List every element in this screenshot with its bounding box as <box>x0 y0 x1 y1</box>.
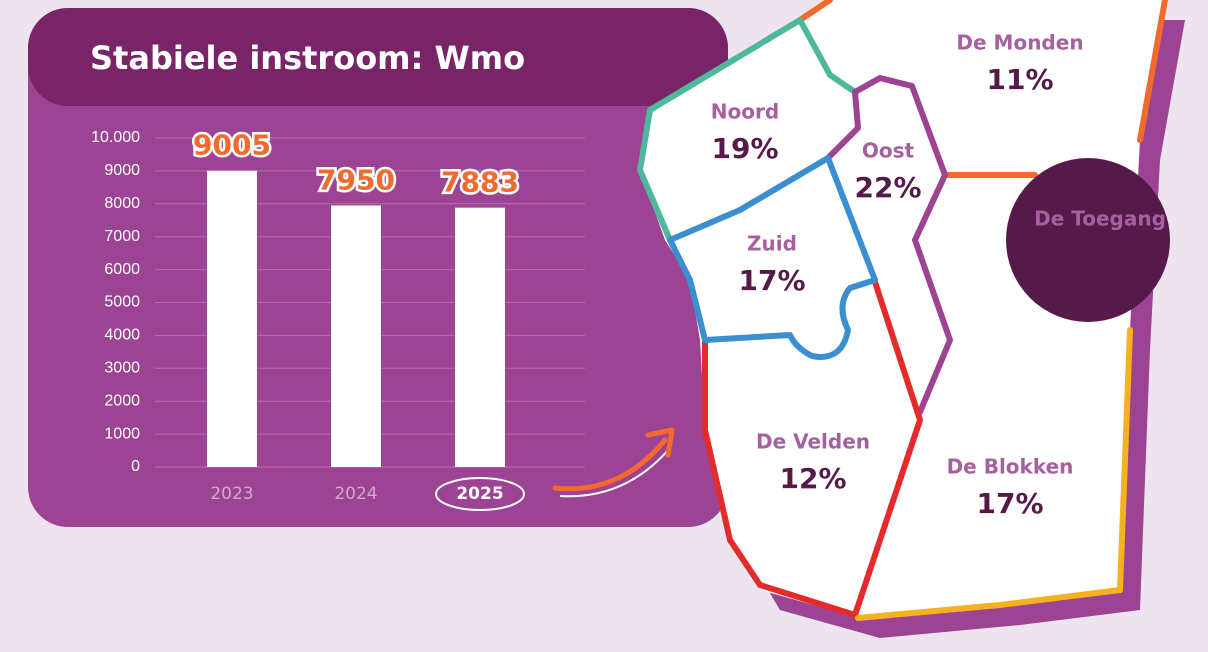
x-tick-label: 2024 <box>334 484 377 504</box>
y-tick-label: 10.000 <box>91 129 140 146</box>
region-name: De Toegang <box>1034 207 1166 231</box>
y-tick-label: 3000 <box>104 360 140 377</box>
data-label: 7883 <box>441 166 519 199</box>
region-value: 17% <box>976 487 1043 520</box>
region-name: De Monden <box>956 31 1083 55</box>
highlight-circle <box>435 477 525 511</box>
y-tick-label: 1000 <box>104 425 140 442</box>
region-name: Zuid <box>747 232 797 256</box>
border-blokken <box>855 327 1133 621</box>
border-oost <box>825 75 953 415</box>
x-tick-label: 2023 <box>210 484 253 504</box>
chart-title: Stabiele instroom: Wmo <box>90 39 525 77</box>
region-name: Noord <box>711 100 779 124</box>
map <box>637 0 1185 638</box>
toegang-circle <box>1006 158 1170 322</box>
map-land <box>640 0 1165 618</box>
header <box>28 8 728 106</box>
arrow-head <box>645 427 675 458</box>
border-velden <box>702 279 923 618</box>
region-value: 19% <box>711 132 778 165</box>
region-name: De Blokken <box>947 455 1074 479</box>
region-value: 17% <box>738 264 805 297</box>
y-tick-label: 4000 <box>104 327 140 344</box>
region-name: De Velden <box>756 430 870 454</box>
region-value: 22% <box>854 171 921 204</box>
arrow-shade <box>559 447 671 498</box>
border-noord <box>637 17 858 243</box>
data-label: 9005 <box>193 129 271 162</box>
bar <box>207 170 257 467</box>
arrow <box>552 437 668 492</box>
region-value: 11% <box>986 63 1053 96</box>
region-value: 12% <box>779 462 846 495</box>
region-value: 3% <box>1076 239 1124 272</box>
data-label: 7950 <box>317 163 395 196</box>
y-tick-label: 7000 <box>104 228 140 245</box>
bar <box>331 205 381 467</box>
y-tick-label: 6000 <box>104 261 140 278</box>
y-tick-label: 0 <box>131 458 140 475</box>
x-tick-label: 2025 <box>456 484 503 504</box>
y-tick-label: 9000 <box>104 162 140 179</box>
y-tick-label: 2000 <box>104 392 140 409</box>
region-name: Oost <box>862 139 915 163</box>
y-tick-label: 8000 <box>104 195 140 212</box>
border-zuid <box>667 155 878 360</box>
bar <box>455 207 505 468</box>
border-monden <box>797 0 1168 178</box>
y-tick-label: 5000 <box>104 294 140 311</box>
